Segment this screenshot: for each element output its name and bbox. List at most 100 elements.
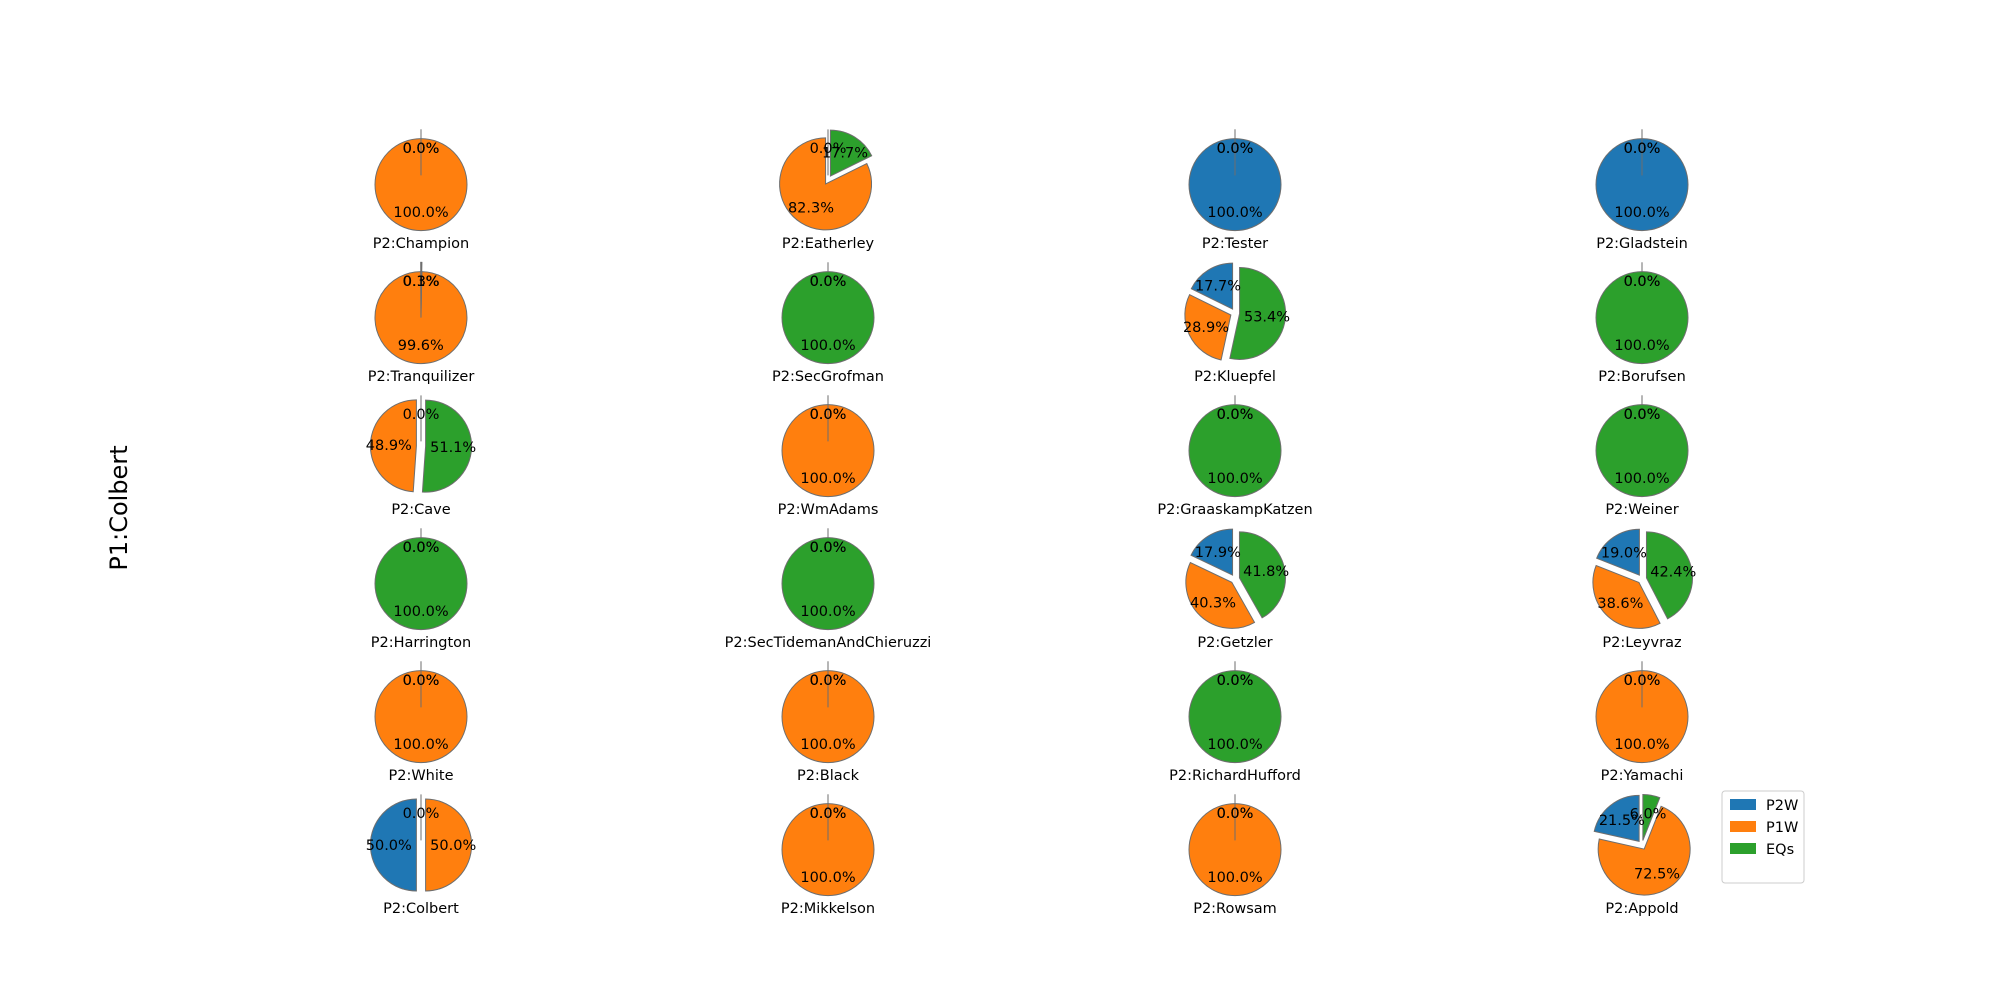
slice-richard-hufford-eqs — [1188, 670, 1282, 764]
pie-title-eatherley: P2:Eatherley — [782, 236, 875, 252]
slice-cave-eqs — [421, 399, 473, 493]
pct-label-tester-p1w: 0.0% — [1217, 141, 1254, 157]
pie-title-borufsen: P2:Borufsen — [1598, 369, 1686, 385]
pct-label-kluepfel-p1w: 28.9% — [1183, 320, 1229, 336]
pie-gladstein: 100.0%0.0%0.0%P2:Gladstein — [1595, 129, 1689, 252]
slice-colbert-p1w — [425, 798, 473, 892]
pie-getzler: 17.9% 40.3% 41.8% P2:Getzler — [1185, 528, 1289, 651]
pie-sec-grofman: 0.0%0.0%100.0%P2:SecGrofman — [772, 262, 884, 385]
pie-colbert: 50.0% 50.0% 0.0% P2:Colbert — [366, 794, 476, 917]
pie-yamachi: 0.0%100.0%0.0%P2:Yamachi — [1595, 661, 1689, 784]
pct-label-harrington-p2w: 0.0% — [403, 540, 440, 556]
slice-sec-grofman-eqs — [781, 271, 875, 365]
pie-title-getzler: P2:Getzler — [1197, 635, 1272, 651]
pie-title-white: P2:White — [388, 768, 453, 784]
pie-white: 0.0%100.0%0.0%P2:White — [374, 661, 468, 784]
pct-label-eatherley-eqs: 17.7% — [822, 146, 868, 162]
pie-title-weiner: P2:Weiner — [1605, 502, 1678, 518]
pct-label-getzler-eqs: 41.8% — [1243, 564, 1289, 580]
pie-graaskamp-katzen: 0.0%0.0%100.0%P2:GraaskampKatzen — [1157, 395, 1313, 518]
slice-appold-p2w — [1593, 794, 1640, 843]
pct-label-eatherley-p2w: 0.0% — [810, 141, 847, 157]
pct-label-white-eqs: 0.0% — [403, 673, 440, 689]
pct-label-borufsen-p2w: 0.0% — [1624, 274, 1661, 290]
pct-label-kluepfel-p2w: 17.7% — [1195, 279, 1241, 295]
pct-label-mikkelson-p1w: 100.0% — [800, 870, 855, 886]
pct-label-champion-p2w: 0.0% — [403, 141, 440, 157]
pie-mikkelson: 0.0%100.0%0.0%P2:Mikkelson — [781, 794, 875, 917]
pct-label-champion-p1w: 100.0% — [393, 205, 448, 221]
pct-label-graaskamp-katzen-p1w: 0.0% — [1217, 407, 1254, 423]
pie-appold: 21.5% 72.5% 6.0% P2:Appold — [1593, 793, 1691, 917]
pct-label-richard-hufford-p1w: 0.0% — [1217, 673, 1254, 689]
pie-title-tranquilizer: P2:Tranquilizer — [368, 369, 475, 385]
pct-label-cave-eqs: 51.1% — [430, 440, 476, 456]
pct-label-appold-p2w: 21.5% — [1599, 813, 1645, 829]
pct-label-gladstein-p2w: 100.0% — [1614, 205, 1669, 221]
slice-leyvraz-p1w — [1592, 564, 1661, 629]
legend-item-eqs: EQs — [1730, 842, 1794, 858]
slice-appold-eqs — [1642, 793, 1661, 841]
pct-label-tranquilizer-eqs: 0.3% — [403, 274, 440, 290]
pie-title-richard-hufford: P2:RichardHufford — [1169, 768, 1301, 784]
pie-title-kluepfel: P2:Kluepfel — [1194, 369, 1276, 385]
slice-leyvraz-p2w — [1595, 528, 1640, 576]
pie-leyvraz: 19.0% 38.6% 42.4% P2:Leyvraz — [1592, 528, 1696, 651]
pct-label-colbert-p2w: 50.0% — [366, 838, 412, 854]
pie-title-sec-tideman-and-chieruzzi: P2:SecTidemanAndChieruzzi — [725, 635, 932, 651]
legend-swatch-eqs — [1730, 843, 1756, 854]
pie-title-black: P2:Black — [797, 768, 860, 784]
pct-label-rowsam-p2w: 0.0% — [1217, 806, 1254, 822]
slice-tranquilizer-p1w — [374, 271, 468, 365]
pct-label-weiner-p1w: 0.0% — [1624, 407, 1661, 423]
pie-title-cave: P2:Cave — [391, 502, 450, 518]
pie-rowsam: 0.0%100.0%0.0%P2:Rowsam — [1188, 794, 1282, 917]
pct-label-sec-grofman-p2w: 0.0% — [810, 274, 847, 290]
pie-title-sec-grofman: P2:SecGrofman — [772, 369, 884, 385]
slice-kluepfel-p2w — [1190, 262, 1234, 310]
slice-cave-p1w — [369, 399, 417, 493]
slice-getzler-p2w — [1190, 528, 1234, 576]
pie-tester: 100.0%0.0%0.0%P2:Tester — [1188, 129, 1282, 252]
pct-label-graaskamp-katzen-p2w: 0.0% — [1217, 407, 1254, 423]
pct-label-richard-hufford-p2w: 0.0% — [1217, 673, 1254, 689]
pct-label-cave-p2w: 0.0% — [403, 407, 440, 423]
pie-harrington: 0.0%0.0%100.0%P2:Harrington — [371, 528, 471, 651]
pct-label-harrington-p1w: 0.0% — [403, 540, 440, 556]
slice-graaskamp-katzen-eqs — [1188, 404, 1282, 498]
pct-label-rowsam-p1w: 100.0% — [1207, 870, 1262, 886]
slice-kluepfel-eqs — [1229, 266, 1287, 360]
slice-kluepfel-p1w — [1184, 293, 1232, 361]
pct-label-gladstein-p1w: 0.0% — [1624, 141, 1661, 157]
pct-label-tranquilizer-p2w: 0.1% — [402, 274, 439, 290]
pct-label-tranquilizer-p1w: 99.6% — [398, 338, 444, 354]
pct-label-white-p1w: 100.0% — [393, 737, 448, 753]
pie-eatherley: 0.0% 82.3% 17.7% P2:Eatherley — [779, 129, 875, 252]
pie-richard-hufford: 0.0%0.0%100.0%P2:RichardHufford — [1169, 661, 1301, 784]
pct-label-champion-eqs: 0.0% — [403, 141, 440, 157]
pie-champion: 0.0%100.0%0.0%P2:Champion — [373, 129, 469, 252]
legend-label-p1w: P1W — [1766, 820, 1798, 836]
pie-title-graaskamp-katzen: P2:GraaskampKatzen — [1157, 502, 1312, 518]
pie-black: 0.0%100.0%0.0%P2:Black — [781, 661, 875, 784]
pct-label-richard-hufford-eqs: 100.0% — [1207, 737, 1262, 753]
pct-label-appold-eqs: 6.0% — [1630, 806, 1667, 822]
legend-swatch-p2w — [1730, 799, 1756, 810]
pct-label-sec-grofman-p1w: 0.0% — [810, 274, 847, 290]
pct-label-sec-tideman-and-chieruzzi-p1w: 0.0% — [810, 540, 847, 556]
pct-label-rowsam-eqs: 0.0% — [1217, 806, 1254, 822]
pct-label-mikkelson-p2w: 0.0% — [810, 806, 847, 822]
pct-label-graaskamp-katzen-eqs: 100.0% — [1207, 471, 1262, 487]
pct-label-colbert-p1w: 50.0% — [430, 838, 476, 854]
pct-label-sec-tideman-and-chieruzzi-p2w: 0.0% — [810, 540, 847, 556]
pct-label-harrington-eqs: 100.0% — [393, 604, 448, 620]
pct-label-weiner-eqs: 100.0% — [1614, 471, 1669, 487]
pie-title-champion: P2:Champion — [373, 236, 469, 252]
slice-weiner-eqs — [1595, 404, 1689, 498]
pct-label-cave-p1w: 48.9% — [366, 438, 412, 454]
slice-tranquilizer-eqs — [420, 261, 423, 309]
pct-label-mikkelson-eqs: 0.0% — [810, 806, 847, 822]
pie-title-colbert: P2:Colbert — [383, 901, 459, 917]
pie-title-rowsam: P2:Rowsam — [1193, 901, 1277, 917]
pct-label-getzler-p1w: 40.3% — [1190, 596, 1236, 612]
